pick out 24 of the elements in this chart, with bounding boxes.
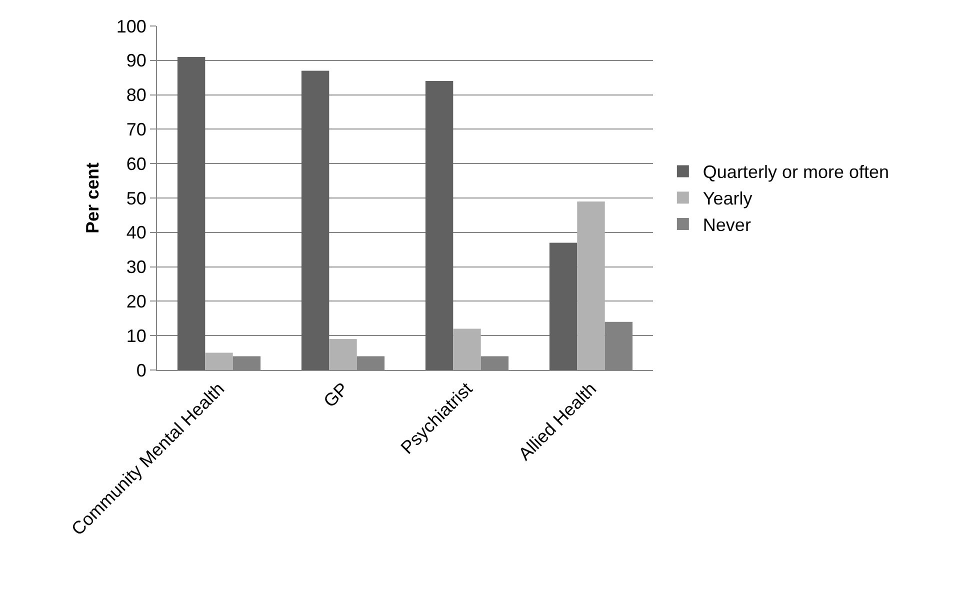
- y-tick-label: 10: [126, 326, 146, 346]
- y-tick-label: 70: [126, 120, 146, 140]
- y-tick-label: 60: [126, 154, 146, 174]
- y-tick-label: 40: [126, 222, 146, 243]
- y-axis-title: Per cent: [82, 162, 103, 234]
- x-tick-label: GP: [320, 378, 352, 412]
- legend-label: Never: [702, 215, 751, 236]
- bar: [425, 81, 454, 370]
- y-tick-label: 50: [126, 188, 146, 208]
- bar: [205, 352, 233, 370]
- bar: [301, 70, 330, 370]
- bar: [329, 339, 357, 370]
- y-tick-label: 0: [136, 360, 146, 380]
- bar: [453, 328, 481, 370]
- y-tick-label: 90: [126, 50, 146, 71]
- bar: [177, 56, 206, 370]
- legend-label: Yearly: [702, 188, 752, 209]
- y-tick-label: 100: [116, 16, 146, 36]
- bar: [549, 242, 578, 370]
- y-tick-label: 20: [126, 292, 146, 312]
- legend-label: Quarterly or more often: [702, 162, 889, 182]
- y-tick-label: 80: [126, 85, 146, 106]
- y-tick-label: 30: [126, 257, 146, 278]
- bar: [577, 201, 605, 370]
